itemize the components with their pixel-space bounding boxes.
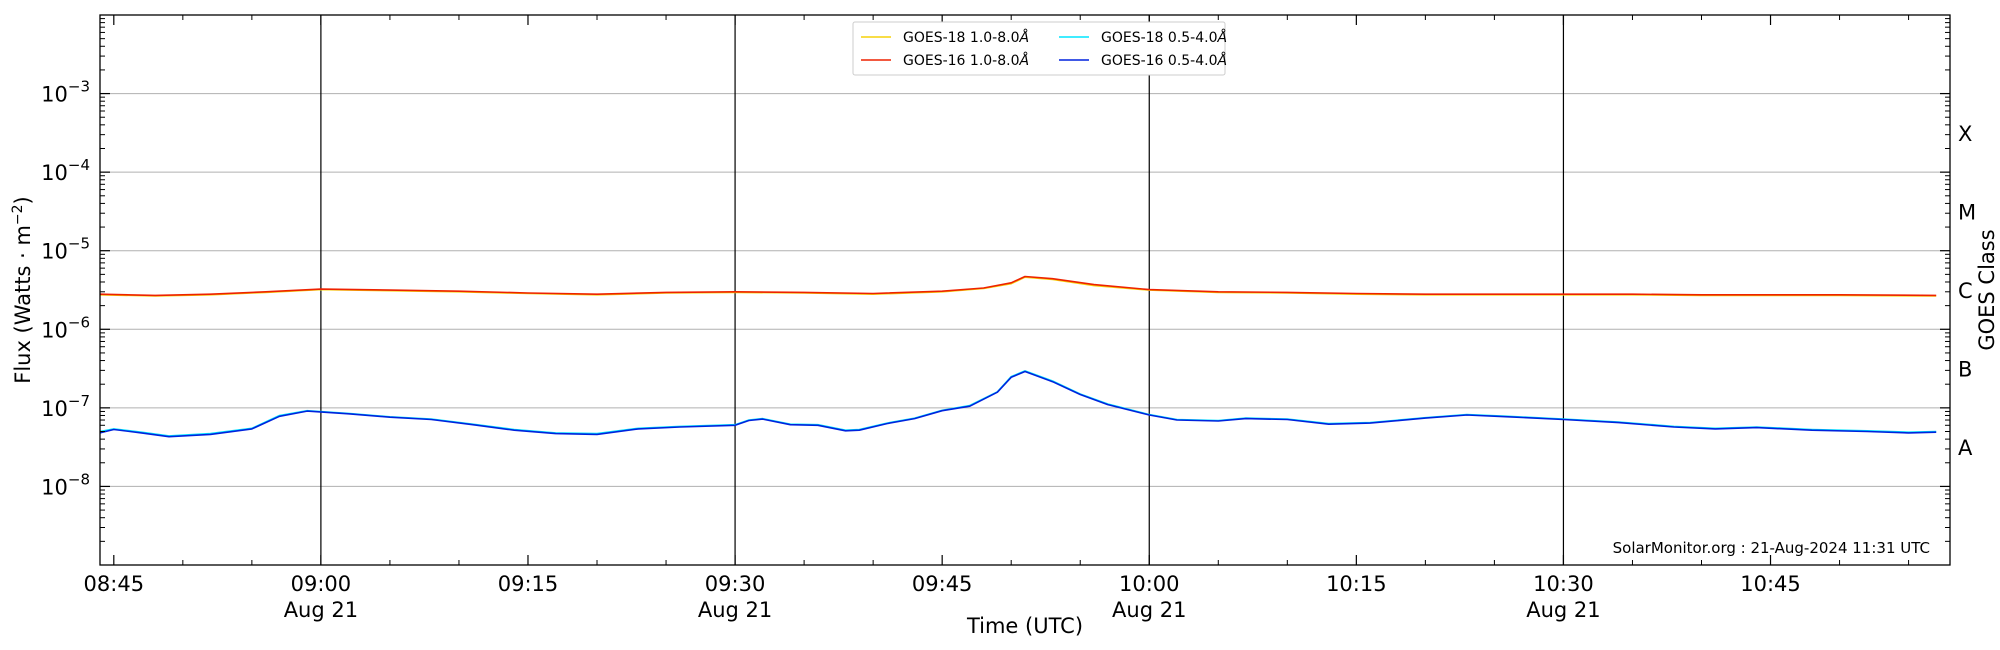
x-tick-label: 10:30: [1533, 572, 1594, 596]
legend-label-unit: Å: [1217, 29, 1228, 46]
legend-label-text: GOES-18 0.5-4.0: [1101, 30, 1218, 46]
y-tick-label: 10−7: [41, 392, 90, 421]
series-line: [99, 370, 1937, 438]
x-tick-label: 09:30: [705, 572, 766, 596]
goes-class-axis-title: GOES Class: [1975, 229, 1999, 350]
credit-text: SolarMonitor.org : 21-Aug-2024 11:31 UTC: [1613, 539, 1930, 557]
y-tick-exponent: −8: [68, 470, 90, 488]
y-axis-title-superscript: −2: [10, 204, 26, 225]
x-tick-label: 10:00: [1119, 572, 1180, 596]
y-tick-base: 10: [41, 318, 68, 342]
vertical-markers: [320, 15, 1565, 565]
y-tick-exponent: −6: [68, 313, 90, 331]
goes-class-label: C: [1958, 279, 1973, 303]
tick-layer: [100, 15, 1950, 565]
legend-label-text: GOES-18 1.0-8.0: [903, 30, 1020, 46]
legend-label-unit: Å: [1019, 52, 1030, 69]
y-tick-exponent: −3: [68, 78, 90, 96]
y-axis-title-close: ): [11, 196, 35, 204]
y-axis-title-main: Flux (Watts · m: [11, 225, 35, 384]
x-tick-date-label: Aug 21: [1526, 598, 1600, 622]
x-tick-date-label: Aug 21: [284, 598, 358, 622]
goes-class-label: X: [1958, 122, 1972, 146]
legend-label-unit: Å: [1019, 29, 1030, 46]
y-tick-label: 10−6: [41, 313, 90, 342]
x-tick-date-label: Aug 21: [1112, 598, 1186, 622]
y-tick-base: 10: [41, 83, 68, 107]
legend-label-text: GOES-16 1.0-8.0: [903, 53, 1020, 69]
y-tick-exponent: −7: [68, 392, 90, 410]
y-tick-label: 10−8: [41, 470, 90, 499]
x-tick-label: 09:15: [498, 572, 559, 596]
y-tick-label: 10−4: [41, 156, 90, 185]
y-tick-label: 10−5: [41, 235, 90, 264]
x-tick-date-label: Aug 21: [698, 598, 772, 622]
legend-label-text: GOES-16 0.5-4.0: [1101, 53, 1218, 69]
goes-class-label: B: [1958, 358, 1972, 382]
x-tick-label: 09:45: [912, 572, 973, 596]
y-axis-title: Flux (Watts · m−2): [10, 196, 35, 384]
x-tick-label: 08:45: [84, 572, 145, 596]
y-tick-exponent: −4: [68, 156, 90, 174]
x-tick-label: 10:15: [1326, 572, 1387, 596]
x-axis-title: Time (UTC): [966, 614, 1083, 638]
y-tick-exponent: −5: [68, 235, 90, 253]
goes-class-label: A: [1958, 436, 1973, 460]
legend-box: [852, 21, 1226, 76]
y-tick-base: 10: [41, 240, 68, 264]
legend-label: GOES-16 0.5-4.0Å: [1101, 52, 1227, 69]
y-tick-base: 10: [41, 161, 68, 185]
x-tick-label: 10:45: [1740, 572, 1801, 596]
x-tick-label: 09:00: [291, 572, 352, 596]
legend-label: GOES-18 1.0-8.0Å: [903, 29, 1029, 46]
y-tick-base: 10: [41, 397, 68, 421]
y-tick-base: 10: [41, 475, 68, 499]
legend-label: GOES-18 0.5-4.0Å: [1101, 29, 1227, 46]
series-line: [99, 275, 1937, 297]
series-layer: [99, 275, 1937, 438]
goes-class-label: M: [1958, 200, 1976, 224]
legend-label-unit: Å: [1217, 52, 1228, 69]
grid-layer: [100, 93, 1950, 487]
plot-frame: [99, 14, 1951, 566]
y-tick-label: 10−3: [41, 78, 90, 107]
legend-label: GOES-16 1.0-8.0Å: [903, 52, 1029, 69]
